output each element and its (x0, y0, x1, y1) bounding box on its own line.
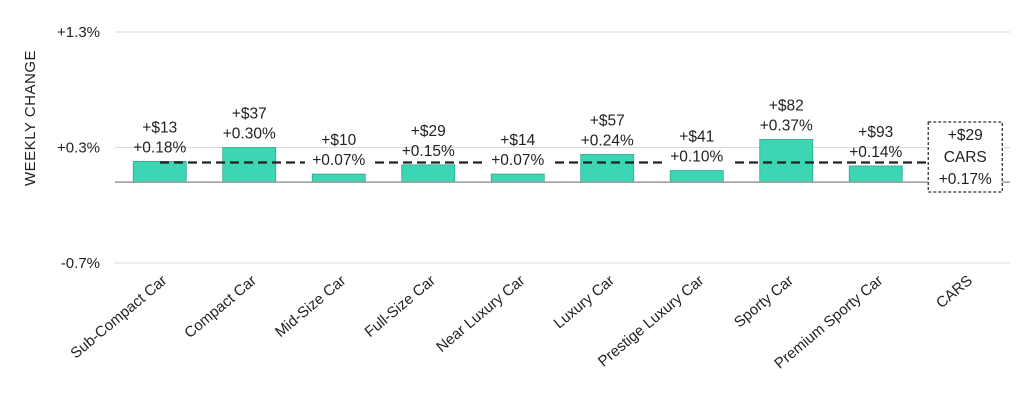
dollar-label: +$29 (411, 123, 446, 140)
y-axis: +1.3% +0.3% -0.7% (57, 24, 100, 272)
dollar-label: +$10 (321, 132, 356, 149)
x-axis-labels: Sub-Compact Car Compact Car Mid-Size Car Fu… (67, 272, 975, 372)
x-tick-label: Near Luxury Car (433, 272, 528, 356)
dollar-label: +$57 (590, 112, 625, 129)
summary-dollar: +$29 (948, 127, 983, 144)
y-tick-label: +0.3% (57, 140, 100, 157)
bar-premium-sporty-car (848, 165, 903, 183)
summary-percent: +0.17% (939, 171, 992, 188)
percent-label: +0.07% (312, 152, 365, 169)
y-tick-label: +1.3% (57, 24, 100, 41)
percent-label: +0.14% (849, 144, 902, 161)
bar-luxury-car (580, 154, 635, 183)
x-tick-label: Sub-Compact Car (67, 272, 170, 362)
percent-label: +0.10% (670, 149, 723, 166)
bar-sporty-car (759, 139, 814, 183)
percent-label: +0.30% (223, 126, 276, 143)
percent-label: +0.18% (133, 139, 186, 156)
summary-box-frame (927, 121, 1003, 193)
bar-mid-size-car (311, 173, 366, 183)
percent-label: +0.24% (581, 132, 634, 149)
dollar-label: +$41 (679, 129, 714, 146)
x-tick-label: Sporty Car (731, 272, 797, 331)
dollar-label: +$14 (500, 132, 535, 149)
percent-label: +0.07% (491, 152, 544, 169)
x-tick-label: Luxury Car (551, 272, 618, 332)
cars-summary-box: +$29 CARS +0.17% (927, 121, 1003, 193)
bar-sub-compact-car (132, 160, 187, 183)
x-tick-label: Mid-Size Car (272, 272, 349, 341)
y-axis-label: WEEKLY CHANGE (22, 50, 39, 186)
y-tick-label: -0.7% (61, 255, 100, 272)
x-tick-label: CARS (933, 272, 976, 312)
x-tick-label: Full-Size Car (361, 272, 438, 341)
summary-name: CARS (944, 149, 987, 166)
percent-label: +0.15% (402, 143, 455, 160)
bar-compact-car (222, 147, 277, 183)
dollar-label: +$13 (142, 119, 177, 136)
bar-prestige-luxury-car (669, 170, 724, 183)
bar-full-size-car (401, 164, 456, 183)
x-tick-label: Compact Car (181, 272, 260, 342)
bar-near-luxury-car (490, 173, 545, 183)
percent-label: +0.37% (760, 117, 813, 134)
dollar-label: +$37 (232, 106, 267, 123)
bars (132, 139, 903, 183)
data-labels: +$13 +0.18% +$37 +0.30% +$10 +0.07% +$29 +0.15%… (133, 97, 902, 169)
dollar-label: +$82 (769, 97, 804, 114)
dollar-label: +$93 (858, 124, 893, 141)
